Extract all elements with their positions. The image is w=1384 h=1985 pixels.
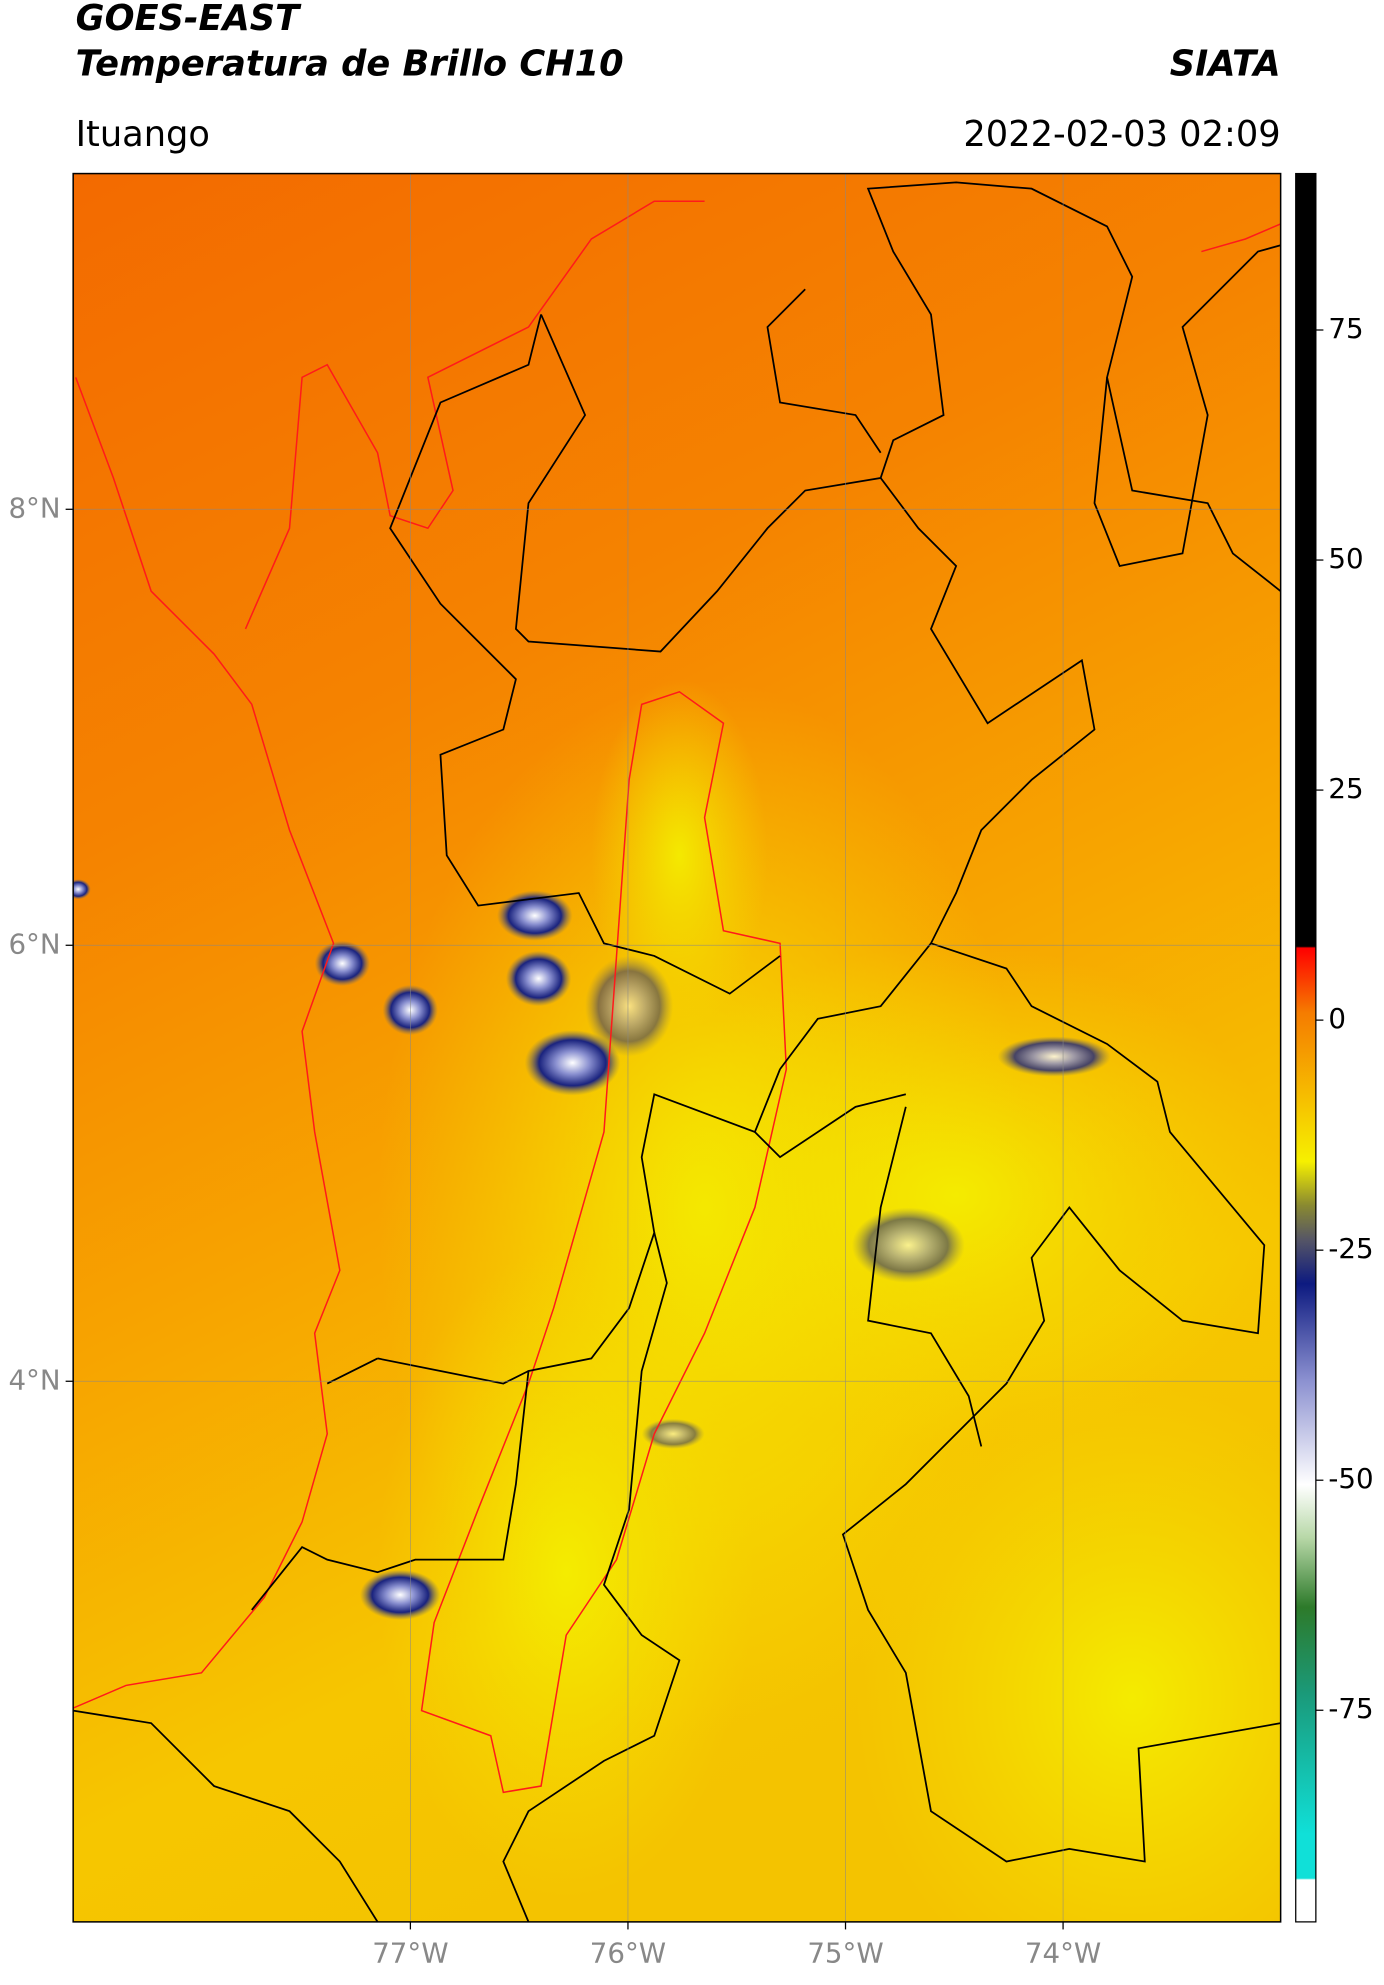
x-tick-label: 74°W (1025, 1937, 1101, 1970)
colorbar-tick-label: 25 (1328, 772, 1363, 805)
y-tick-label: 6°N (8, 927, 60, 960)
source: SIATA (1170, 43, 1281, 84)
colorbar-tick-label: 50 (1328, 542, 1363, 575)
y-tick-label: 4°N (8, 1363, 60, 1396)
colorbar-tick-label: 0 (1328, 1002, 1346, 1035)
title: Temperatura de Brillo CH10 (76, 43, 624, 84)
colorbar (1295, 172, 1317, 1923)
map-frame (72, 172, 1282, 1923)
x-tick-label: 77°W (372, 1937, 448, 1970)
location: Ituango (76, 114, 210, 155)
colorbar-tick-label: -25 (1328, 1232, 1373, 1265)
map-axes (73, 173, 1281, 1922)
colorbar-tick-label: 75 (1328, 312, 1363, 345)
title: GOES-EAST (76, 0, 302, 39)
x-tick-label: 76°W (590, 1937, 666, 1970)
x-tick-label: 75°W (807, 1937, 883, 1970)
datetime: 2022-02-03 02:09 (963, 114, 1280, 155)
y-tick-label: 8°N (8, 491, 60, 524)
colorbar-tick-label: -75 (1328, 1692, 1373, 1725)
colorbar-tick-label: -50 (1328, 1462, 1373, 1495)
map-image (73, 173, 1281, 1922)
